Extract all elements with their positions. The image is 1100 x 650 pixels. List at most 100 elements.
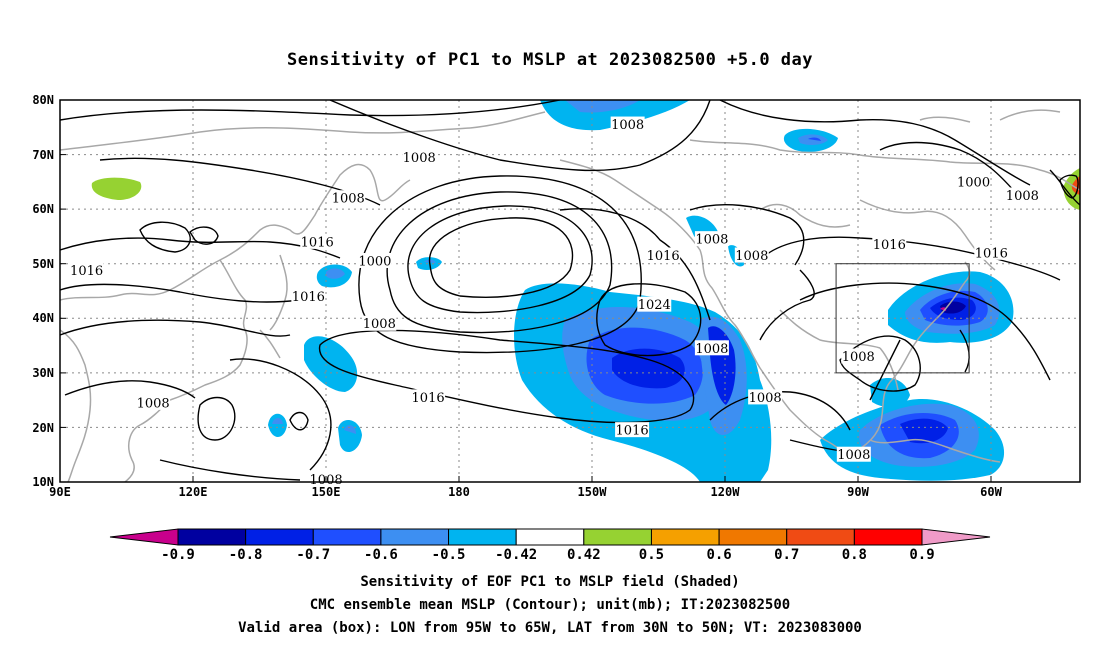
colorbar-swatch bbox=[515, 528, 585, 546]
contour-label: 1008 bbox=[137, 396, 170, 411]
colorbar-label: 0.7 bbox=[774, 547, 799, 563]
contour-label-bg bbox=[357, 252, 392, 268]
contour-label: 1008 bbox=[363, 317, 396, 332]
contour-label-bg bbox=[694, 340, 729, 356]
contour-label: 1016 bbox=[292, 290, 325, 305]
contour-label: 1008 bbox=[735, 249, 768, 264]
contour-label-bg bbox=[331, 190, 366, 206]
colorbar-label: 0.42 bbox=[567, 547, 601, 563]
lat-label: 40N bbox=[32, 311, 54, 325]
contour-labels: 1008 1008 1008 1016 1016 1016 1000 1008 1016 1008… bbox=[69, 116, 1040, 488]
colorbar-label: 0.9 bbox=[909, 547, 934, 563]
lon-label: 120E bbox=[179, 485, 208, 499]
colorbar-end-low bbox=[109, 528, 179, 546]
contour-label: 1000 bbox=[358, 254, 391, 269]
contour-label: 1008 bbox=[403, 151, 436, 166]
lat-label: 60N bbox=[32, 202, 54, 216]
caption-contour: CMC ensemble mean MSLP (Contour); unit(m… bbox=[309, 597, 791, 613]
map-title: Sensitivity of PC1 to MSLP at 2023082500… bbox=[286, 50, 813, 70]
contour-label: 1008 bbox=[842, 350, 875, 365]
contour-label-bg bbox=[362, 315, 397, 331]
contour-label: 1008 bbox=[837, 448, 870, 463]
lon-label: 120W bbox=[711, 485, 741, 499]
contour-label-bg bbox=[411, 389, 446, 405]
contour-label-bg bbox=[136, 394, 171, 410]
colorbar-label: 0.8 bbox=[842, 547, 867, 563]
contour-label-bg bbox=[300, 233, 335, 249]
contour-label: 1000 bbox=[957, 175, 990, 190]
colorbar-label: -0.6 bbox=[364, 547, 398, 563]
valid-area-box bbox=[835, 263, 970, 374]
contour-label-bg bbox=[974, 244, 1009, 260]
colorbar-swatch bbox=[718, 528, 788, 546]
axis-ticks bbox=[60, 99, 992, 483]
lat-label: 10N bbox=[32, 475, 54, 489]
colorbar-swatch bbox=[853, 528, 923, 546]
contour-label: 1008 bbox=[695, 342, 728, 357]
contour-label-bg bbox=[637, 296, 672, 312]
contour-label-bg bbox=[615, 422, 650, 438]
colorbar-swatch bbox=[245, 528, 314, 546]
colorbar bbox=[109, 528, 991, 546]
colorbar-swatch bbox=[448, 528, 517, 546]
contour-label: 1008 bbox=[1006, 189, 1039, 204]
contour-label: 1024 bbox=[638, 298, 671, 313]
caption-valid-area: Valid area (box): LON from 95W to 65W, L… bbox=[238, 620, 862, 636]
contour-label: 1008 bbox=[749, 391, 782, 406]
contour-label: 1016 bbox=[301, 235, 334, 250]
colorbar-swatch bbox=[650, 528, 720, 546]
contour-label: 1008 bbox=[695, 233, 728, 248]
contour-label: 1016 bbox=[412, 391, 445, 406]
sensitivity-shading bbox=[91, 100, 1080, 482]
colorbar-label: -0.42 bbox=[495, 547, 537, 563]
lon-label: 150W bbox=[578, 485, 608, 499]
contour-label-bg bbox=[836, 446, 871, 462]
contour-label-bg bbox=[402, 149, 437, 165]
caption-shading: Sensitivity of EOF PC1 to MSLP field (Sh… bbox=[360, 574, 740, 590]
colorbar-swatch bbox=[786, 528, 855, 546]
contour-label: 1016 bbox=[647, 249, 680, 264]
colorbar-end-high bbox=[921, 528, 991, 546]
plot-frame bbox=[59, 99, 1081, 483]
lat-label: 50N bbox=[32, 257, 54, 271]
lat-label: 30N bbox=[32, 366, 54, 380]
lon-label: 90W bbox=[847, 485, 869, 499]
coastlines bbox=[60, 109, 1080, 482]
contour-label-bg bbox=[69, 262, 104, 278]
lon-label: 150E bbox=[312, 485, 341, 499]
contour-label: 1016 bbox=[873, 238, 906, 253]
contour-label-bg bbox=[872, 236, 907, 252]
contour-label-bg bbox=[734, 247, 769, 263]
colorbar-label: -0.8 bbox=[229, 547, 263, 563]
contour-label: 1016 bbox=[616, 424, 649, 439]
contour-label-bg bbox=[610, 116, 645, 132]
lat-label: 80N bbox=[32, 93, 54, 107]
contour-label: 1016 bbox=[70, 264, 103, 279]
contour-label: 1016 bbox=[975, 246, 1008, 261]
colorbar-swatch bbox=[312, 528, 382, 546]
contour-label-bg bbox=[694, 231, 729, 247]
lon-axis-labels: 90E 120E 150E 180 150W 120W 90W 60W bbox=[49, 485, 1002, 499]
lon-label: 60W bbox=[980, 485, 1002, 499]
colorbar-label: -0.9 bbox=[161, 547, 195, 563]
contour-label-bg bbox=[748, 389, 783, 405]
colorbar-label: -0.5 bbox=[432, 547, 466, 563]
contour-label-bg bbox=[646, 247, 681, 263]
colorbar-label: -0.7 bbox=[296, 547, 330, 563]
colorbar-label: 0.6 bbox=[706, 547, 731, 563]
colorbar-swatch bbox=[380, 528, 450, 546]
colorbar-swatch bbox=[583, 528, 652, 546]
lat-label: 20N bbox=[32, 421, 54, 435]
contour-label: 1008 bbox=[332, 192, 365, 207]
contour-label-bg bbox=[1005, 187, 1040, 203]
colorbar-labels: -0.9 -0.8 -0.7 -0.6 -0.5 -0.42 0.42 0.5 0.6 0.7 0.… bbox=[161, 547, 935, 563]
contour-label-bg bbox=[841, 348, 876, 364]
lat-label: 70N bbox=[32, 148, 54, 162]
contour-label: 1008 bbox=[611, 118, 644, 133]
lon-label: 180 bbox=[448, 485, 470, 499]
contour-label-bg bbox=[291, 288, 326, 304]
colorbar-label: 0.5 bbox=[639, 547, 664, 563]
lat-axis-labels: 80N 70N 60N 50N 40N 30N 20N 10N bbox=[32, 93, 54, 489]
colorbar-swatch bbox=[177, 528, 247, 546]
